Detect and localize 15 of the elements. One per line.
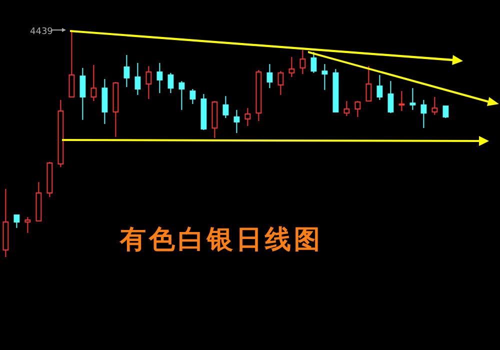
candlestick	[398, 90, 405, 112]
candlestick	[124, 54, 130, 88]
candlestick	[420, 99, 427, 129]
candlestick	[2, 188, 9, 257]
candlestick	[80, 67, 86, 120]
annotation: 4439	[30, 27, 54, 37]
candlestick	[146, 66, 152, 100]
candlestick	[322, 64, 328, 90]
candlestick	[134, 62, 141, 96]
candlestick	[410, 88, 416, 110]
candlestick	[234, 109, 240, 134]
candlestick	[102, 78, 108, 124]
candlestick	[244, 108, 251, 127]
text: 有色白银日线图	[119, 225, 323, 255]
candlestick	[156, 62, 163, 94]
